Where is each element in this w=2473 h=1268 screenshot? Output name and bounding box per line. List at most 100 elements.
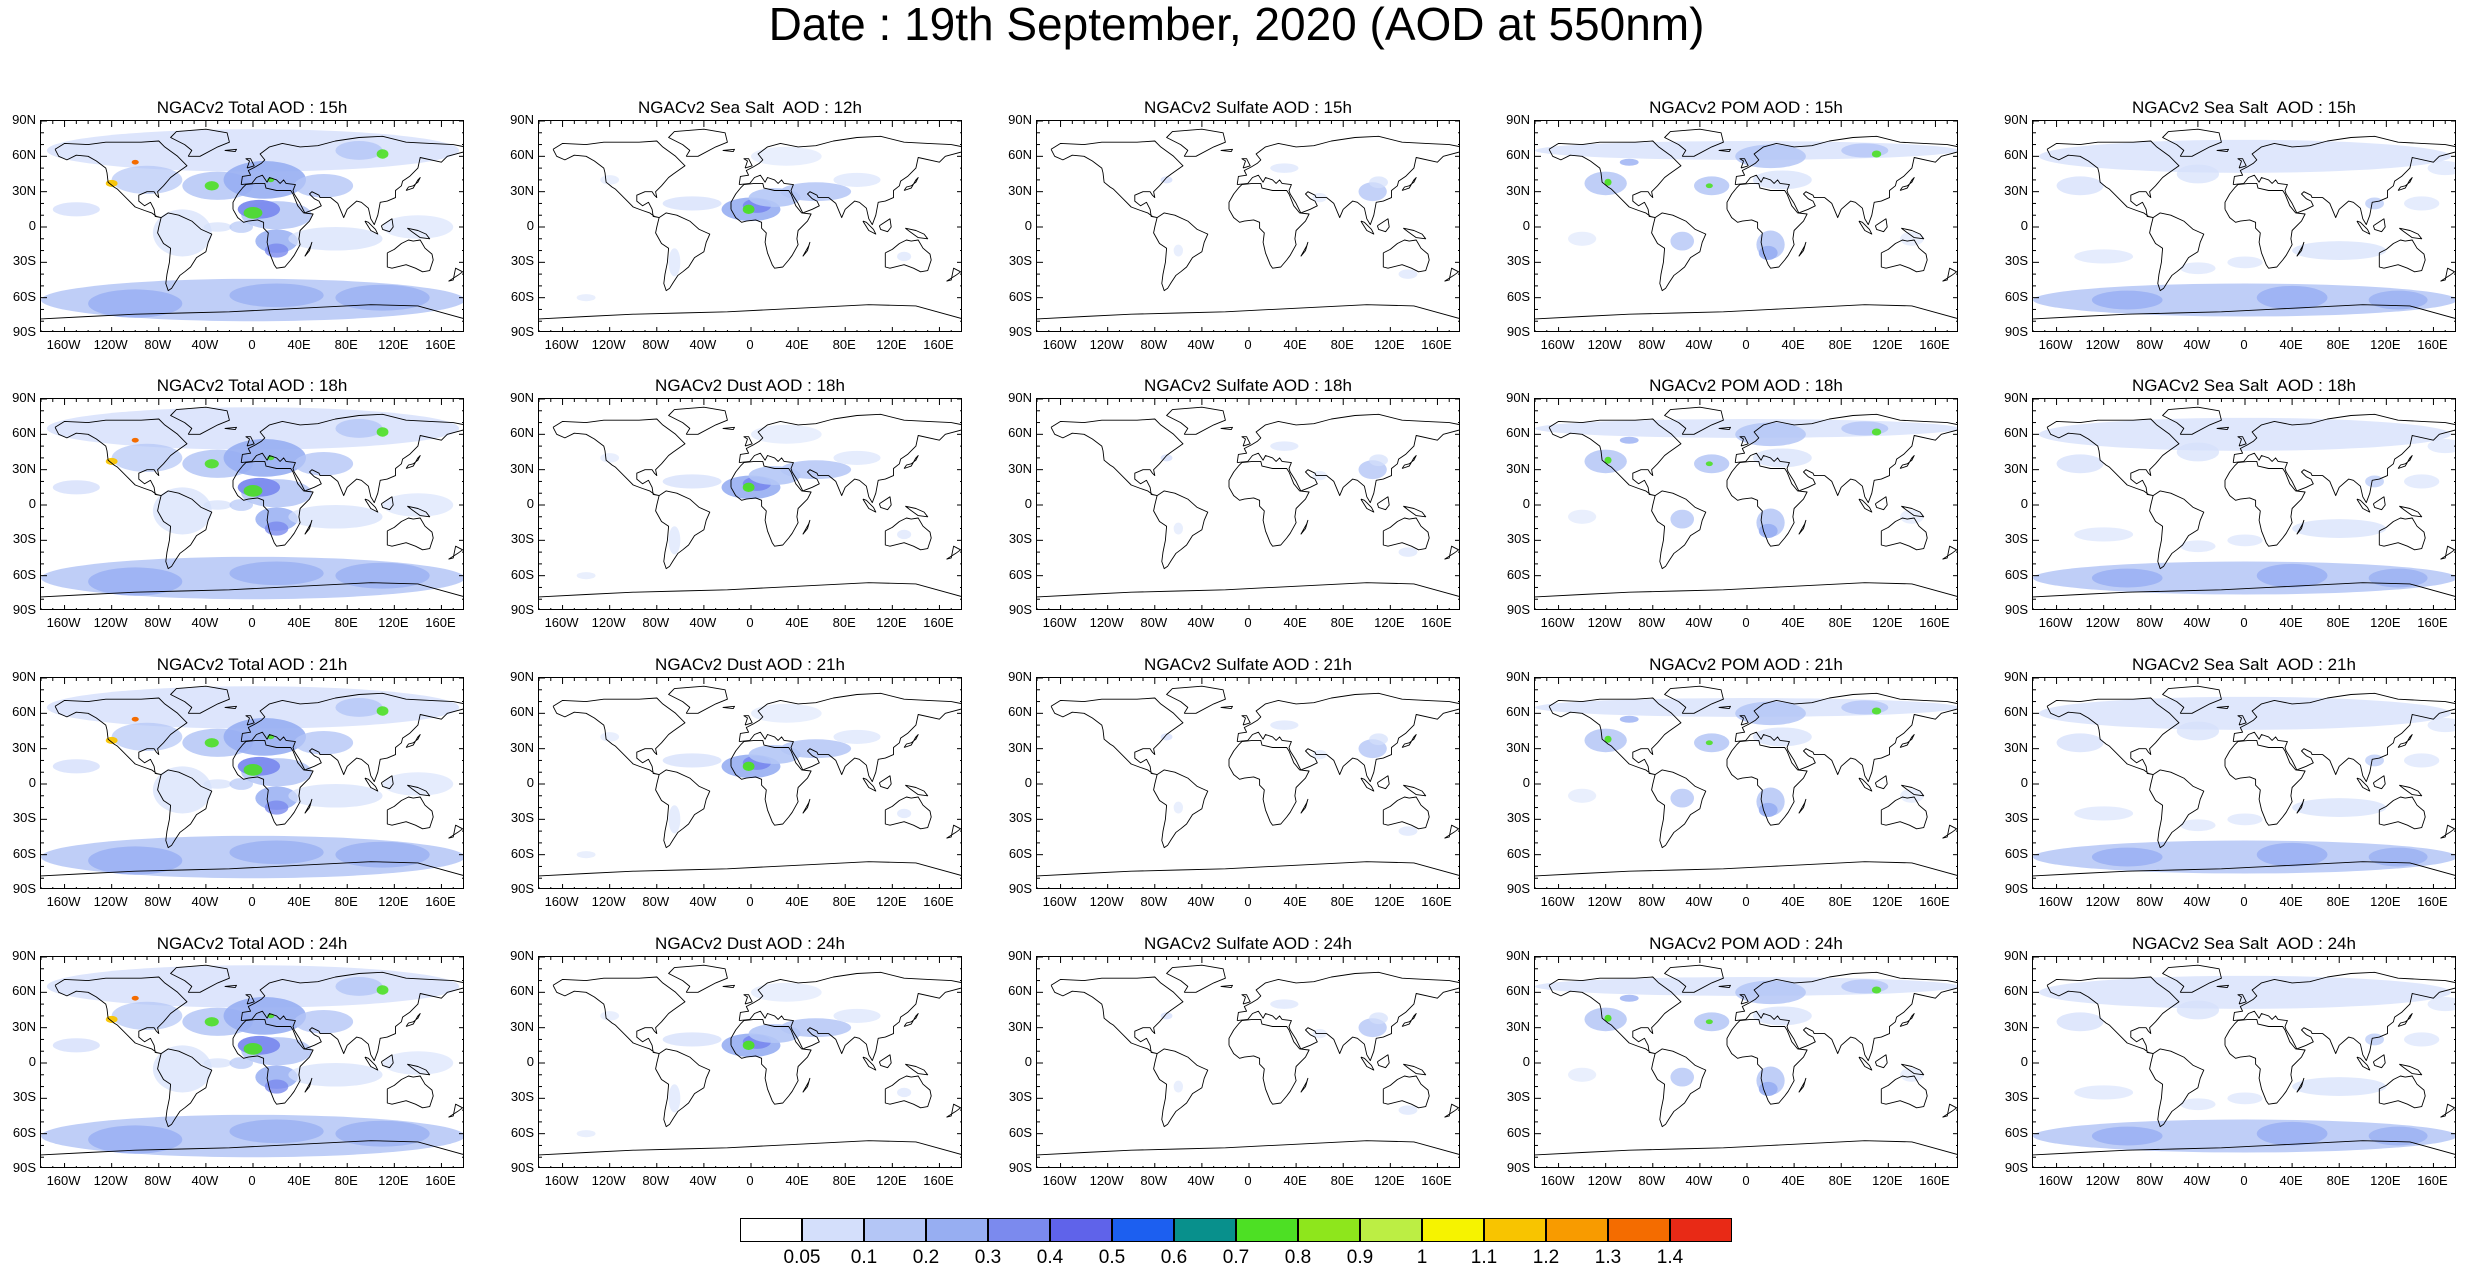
lon-label: 40W xyxy=(689,894,717,909)
coastline xyxy=(386,796,434,830)
coastline xyxy=(41,861,463,877)
aod-patch xyxy=(2176,164,2220,184)
coastline xyxy=(405,455,421,469)
lon-label: 160E xyxy=(425,1173,456,1188)
coastline xyxy=(2216,984,2229,989)
lon-label: 120W xyxy=(1089,615,1124,630)
coastline xyxy=(1050,418,1184,497)
aod-patch xyxy=(897,251,912,262)
lat-label: 90N xyxy=(510,948,534,963)
aod-patch xyxy=(1758,523,1778,538)
coastline xyxy=(903,1013,919,1027)
coastline xyxy=(2440,824,2455,839)
aod-patch xyxy=(1735,422,1806,447)
lon-label: 80W xyxy=(2136,337,2164,352)
lat-label: 90S xyxy=(2004,1160,2028,1175)
aod-patch xyxy=(742,204,755,215)
coastline xyxy=(655,1048,711,1128)
lon-label: 0 xyxy=(1742,615,1750,630)
coastline xyxy=(448,824,463,839)
coastline xyxy=(1228,739,1310,826)
aod-patch xyxy=(46,129,460,172)
coastline xyxy=(364,777,379,792)
aod-patch xyxy=(264,243,289,258)
lon-label: 80W xyxy=(642,894,670,909)
coastline xyxy=(946,1103,961,1118)
coastline xyxy=(1734,135,1957,226)
world-map xyxy=(1037,399,1459,609)
lon-label: 80W xyxy=(1140,894,1168,909)
panel-title: NGACv2 Sea Salt AOD : 24h xyxy=(2132,934,2356,953)
aod-patch xyxy=(2038,417,2452,451)
coastline xyxy=(1300,798,1309,814)
coastline xyxy=(1718,426,1731,431)
lon-label: 80E xyxy=(2326,894,2350,909)
aod-patch xyxy=(204,181,219,191)
aod-patch xyxy=(1567,509,1597,524)
lon-label: 80W xyxy=(1140,1173,1168,1188)
coastline xyxy=(1739,715,1749,726)
lon-label: 160E xyxy=(1421,615,1452,630)
coastline xyxy=(1718,148,1731,153)
aod-patch xyxy=(223,997,306,1035)
aod-patch xyxy=(742,482,755,493)
lat-label: 60N xyxy=(2004,704,2028,720)
coastline xyxy=(1241,158,1251,169)
colorbar-label: 0.5 xyxy=(1098,1247,1126,1268)
coastline xyxy=(2397,455,2413,469)
coastline xyxy=(2162,406,2222,435)
lat-label: 90S xyxy=(510,324,534,339)
aod-patch xyxy=(376,706,389,716)
lat-label: 90S xyxy=(12,324,36,339)
aod-patch xyxy=(105,457,118,465)
coastline xyxy=(224,426,237,431)
coastline xyxy=(1444,1103,1459,1118)
lon-label: 40E xyxy=(2279,894,2303,909)
coastline xyxy=(905,1063,929,1076)
aod-patch xyxy=(335,698,383,717)
coastline xyxy=(539,1140,961,1156)
aod-patch xyxy=(1270,163,1299,173)
lon-label: 40E xyxy=(287,1173,311,1188)
aod-patch xyxy=(46,965,460,1008)
lon-label: 0 xyxy=(1742,894,1750,909)
coastline xyxy=(407,1063,431,1076)
coastline xyxy=(1401,1013,1417,1027)
coastline xyxy=(738,692,961,783)
coastline xyxy=(903,177,919,191)
map-frame xyxy=(1036,956,1460,1168)
colorbar-label: 0.8 xyxy=(1284,1247,1312,1268)
coastline xyxy=(1444,267,1459,282)
aod-patch xyxy=(229,1119,324,1144)
coastline xyxy=(1798,241,1807,257)
lat-label: 0 xyxy=(2020,496,2028,511)
lat-label: 30S xyxy=(1506,253,1530,269)
lat-label: 90S xyxy=(12,602,36,617)
coastline xyxy=(1874,1054,1888,1069)
coastline xyxy=(304,241,313,257)
lat-label: 30N xyxy=(2004,182,2028,198)
lat-label: 90N xyxy=(1506,669,1530,684)
coastline xyxy=(224,705,237,710)
lat-label: 30N xyxy=(1506,1018,1530,1034)
aod-field xyxy=(1535,977,1957,1096)
world-map xyxy=(1535,121,1957,331)
map-frame xyxy=(1036,677,1460,889)
lon-label: 0 xyxy=(1244,1173,1252,1188)
colorbar-label: 0.9 xyxy=(1346,1247,1374,1268)
coastline xyxy=(743,715,753,726)
lat-label: 60S xyxy=(12,1124,36,1140)
aod-field xyxy=(1535,419,1957,538)
panel-title: NGACv2 Sulfate AOD : 18h xyxy=(1144,376,1352,395)
map-frame xyxy=(538,956,962,1168)
aod-patch xyxy=(288,227,383,251)
panel-title: NGACv2 Dust AOD : 24h xyxy=(655,934,845,953)
lon-label: 40E xyxy=(1781,1173,1805,1188)
lon-label: 80W xyxy=(2136,1173,2164,1188)
coastline xyxy=(41,582,463,598)
lon-label: 160E xyxy=(2417,615,2448,630)
aod-patch xyxy=(1871,428,1882,436)
panel-title: NGACv2 Total AOD : 18h xyxy=(156,376,348,395)
coastline xyxy=(1901,784,1925,797)
lon-label: 0 xyxy=(2240,1173,2248,1188)
